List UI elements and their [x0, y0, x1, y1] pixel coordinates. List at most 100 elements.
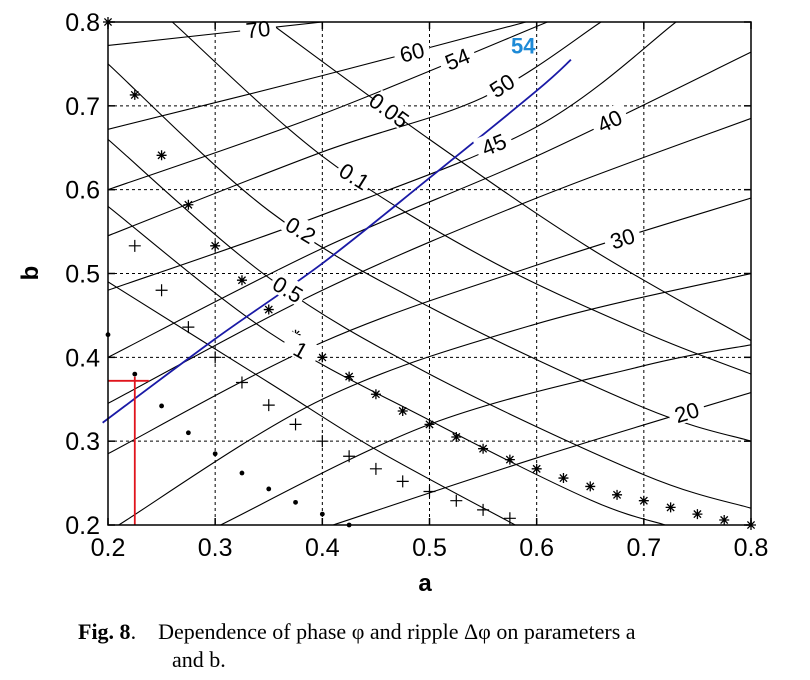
star-marker: [478, 443, 489, 454]
phase-contour: [108, 51, 751, 358]
plus-marker: [450, 494, 463, 507]
ripple-contour-label-bg: [280, 330, 323, 368]
y-tick-label: 0.5: [65, 261, 100, 289]
dot-marker: [185, 430, 191, 436]
y-tick-label: 0.3: [65, 428, 100, 456]
star-marker: [504, 454, 515, 465]
ripple-contour: [108, 205, 666, 525]
y-tick-label: 0.2: [65, 512, 100, 540]
star-marker: [531, 463, 542, 474]
x-tick-label: 0.7: [626, 534, 661, 562]
phase-contour: [108, 22, 323, 47]
plus-marker: [182, 321, 195, 334]
figure-caption: Fig. 8. Dependence of phase φ and ripple…: [78, 618, 778, 674]
dot-marker: [293, 499, 298, 505]
caption-text-line-1: Dependence of phase φ and ripple Δφ on p…: [158, 619, 636, 644]
data-markers: [103, 17, 756, 530]
star-marker: [317, 352, 328, 363]
star-marker: [612, 489, 623, 500]
star-marker: [719, 514, 730, 525]
dot-marker: [319, 511, 325, 517]
star-marker: [263, 304, 274, 315]
caption-text-line-2: and b.: [172, 647, 226, 672]
star-marker: [665, 502, 676, 513]
dot-marker: [212, 451, 218, 457]
dot-marker: [266, 486, 272, 492]
plus-marker: [503, 512, 516, 525]
star-marker: [370, 389, 381, 400]
phase-contour-label-bg: [601, 221, 643, 254]
phase-contour-label: 70: [245, 16, 272, 44]
ripple-contour-label-bg: [267, 269, 310, 308]
x-tick-label: 0.3: [198, 534, 233, 562]
star-marker: [183, 199, 194, 210]
ripple-contour-label-bg: [368, 89, 411, 129]
star-marker: [236, 275, 247, 286]
star-marker: [129, 89, 140, 100]
ripple-contour: [108, 138, 751, 509]
y-tick-label: 0.7: [65, 93, 100, 121]
plus-marker: [396, 475, 409, 488]
star-marker: [210, 240, 221, 251]
star-marker: [156, 150, 167, 161]
ripple-contour-label-bg: [333, 156, 377, 195]
operating-point-group: [108, 376, 149, 525]
highlight-curve-label: 54: [511, 34, 536, 59]
plus-marker: [316, 435, 329, 448]
phase-contour: [220, 344, 751, 525]
star-marker: [585, 481, 596, 492]
plus-marker: [477, 503, 490, 516]
x-tick-label: 0.4: [305, 534, 340, 562]
phase-contour-label-bg: [472, 126, 515, 161]
ripple-contour: [268, 22, 751, 342]
plus-marker: [209, 351, 222, 364]
x-tick-label: 0.8: [734, 534, 769, 562]
plus-marker: [423, 485, 436, 498]
plus-marker: [155, 284, 168, 297]
highlight-curve: [102, 59, 572, 424]
y-axis-label: b: [17, 266, 44, 281]
ripple-contour: [108, 63, 751, 442]
x-tick-label: 0.6: [519, 534, 554, 562]
star-marker: [692, 509, 703, 520]
phase-contour-label-bg: [391, 35, 432, 67]
x-tick-label: 0.5: [412, 534, 447, 562]
x-tick-label: 0.2: [91, 534, 126, 562]
dot-marker: [239, 470, 245, 476]
phase-contour: [108, 22, 527, 130]
phase-contour: [108, 22, 677, 291]
axis-ticks: 0.2 0.3 0.4 0.5 0.6 0.7 0.8 0.2 0.3 0.4 0.5 0.6 0.7 0…: [65, 9, 768, 562]
plus-marker: [343, 450, 356, 463]
phase-contour-label-bg: [665, 395, 707, 427]
ripple-contour-label-bg: [280, 210, 323, 248]
y-tick-label: 0.8: [65, 9, 100, 37]
phase-contour-label-bg: [436, 40, 478, 75]
star-marker: [344, 371, 355, 382]
caption-figure-number: Fig. 8: [78, 619, 131, 644]
y-tick-label: 0.6: [65, 177, 100, 205]
plus-marker: [289, 418, 302, 431]
phase-contour-label-bg: [588, 102, 631, 138]
star-marker: [638, 495, 649, 506]
caption-figure-punct: .: [130, 619, 137, 644]
plus-marker: [262, 399, 275, 412]
highlight-curve-group: 54: [102, 34, 572, 424]
grid: [108, 22, 751, 525]
star-marker: [424, 419, 435, 430]
x-axis-label: a: [418, 570, 432, 597]
star-marker: [558, 473, 569, 484]
ripple-contour: [171, 22, 751, 375]
dot-marker: [159, 403, 164, 409]
ripple-contour: [108, 281, 516, 525]
y-tick-label: 0.4: [65, 344, 100, 372]
phase-contour: [108, 22, 548, 191]
contour-lines: [108, 22, 751, 525]
star-marker: [397, 405, 408, 416]
plus-marker: [128, 239, 141, 252]
dot-marker: [132, 371, 138, 377]
plus-marker: [235, 376, 248, 389]
phase-contour: [108, 117, 751, 404]
plus-marker: [369, 462, 382, 475]
phase-contour: [118, 272, 751, 525]
